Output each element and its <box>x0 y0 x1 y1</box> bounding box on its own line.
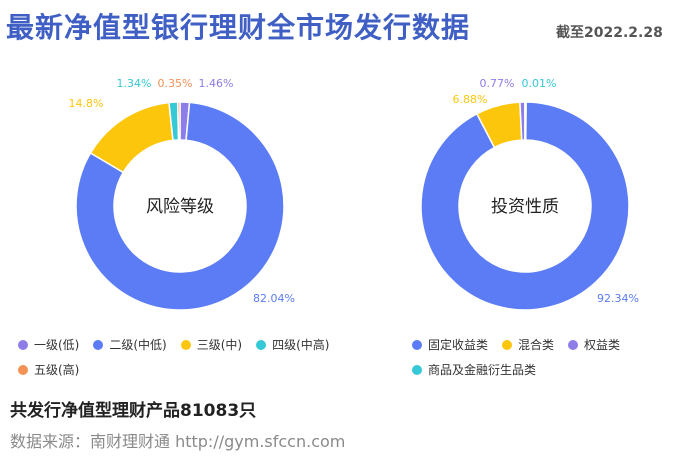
data-label-4: 0.01% <box>522 77 557 90</box>
legend-label: 权益类 <box>584 338 621 352</box>
data-label-4: 1.34% <box>117 77 152 90</box>
legend-item[interactable]: 四级(中高) <box>256 336 330 353</box>
legend-dot-icon <box>502 339 513 350</box>
legend-dot-icon <box>568 339 579 350</box>
legend-label: 五级(高) <box>34 363 80 377</box>
donut-center-title: 风险等级 <box>146 197 214 217</box>
legend-item[interactable]: 固定收益类 <box>412 336 488 353</box>
legend-dot-icon <box>180 339 191 350</box>
legend-label: 二级(中低) <box>109 338 167 352</box>
legend-dot-icon <box>256 339 267 350</box>
source-text: 数据来源：南财理财通 http://gym.sfccn.com <box>10 432 346 451</box>
legend-label: 三级(中) <box>196 338 243 352</box>
data-label-1: 1.46% <box>199 77 234 90</box>
slice-2 <box>75 101 285 311</box>
legend-label: 四级(中高) <box>272 338 330 352</box>
legend-dot-icon <box>412 339 422 350</box>
risk-level-legend: 一级(低) 二级(中低) 三级(中) 四级(中高) 五级(高) <box>18 336 358 378</box>
legend-item[interactable]: 二级(中低) <box>93 336 167 353</box>
legend-dot-icon <box>412 364 422 375</box>
legend-item[interactable]: 商品及金融衍生品类 <box>412 361 536 378</box>
legend-dot-icon <box>18 339 28 350</box>
data-label-3: 0.77% <box>480 77 515 90</box>
legend-item[interactable]: 一级(低) <box>18 336 79 353</box>
legend-dot-icon <box>93 339 104 350</box>
data-label-2: 6.88% <box>453 93 488 106</box>
legend-label: 混合类 <box>518 338 555 352</box>
legend-label: 商品及金融衍生品类 <box>428 363 537 377</box>
legend-item[interactable]: 三级(中) <box>180 336 243 353</box>
legend-label: 固定收益类 <box>428 338 489 352</box>
summary-text: 共发行净值型理财产品81083只 <box>10 401 257 421</box>
legend-item[interactable]: 混合类 <box>502 336 554 353</box>
data-label-5: 0.35% <box>158 77 193 90</box>
data-label-3: 14.8% <box>69 97 104 110</box>
investment-type-legend: 固定收益类 混合类 权益类商品及金融衍生品类 <box>412 336 682 378</box>
data-label-2: 82.04% <box>253 292 295 305</box>
slice-5 <box>176 101 181 141</box>
legend-item[interactable]: 权益类 <box>568 336 620 353</box>
donut-center-title: 投资性质 <box>491 197 559 217</box>
legend-label: 一级(低) <box>34 338 80 352</box>
risk-level-donut: 风险等级 1.46% 82.04% 14.8% 1.34% 0.35% <box>69 77 295 311</box>
page-title: 最新净值型银行理财全市场发行数据 <box>6 11 471 44</box>
legend-item[interactable]: 五级(高) <box>18 361 79 378</box>
slice-4 <box>524 101 527 141</box>
investment-type-donut: 投资性质 92.34% 6.88% 0.77% 0.01% <box>420 77 639 311</box>
slice-1 <box>420 101 630 311</box>
date-label: 截至2022.2.28 <box>556 25 663 41</box>
legend-dot-icon <box>18 364 28 375</box>
data-label-1: 92.34% <box>597 292 639 305</box>
